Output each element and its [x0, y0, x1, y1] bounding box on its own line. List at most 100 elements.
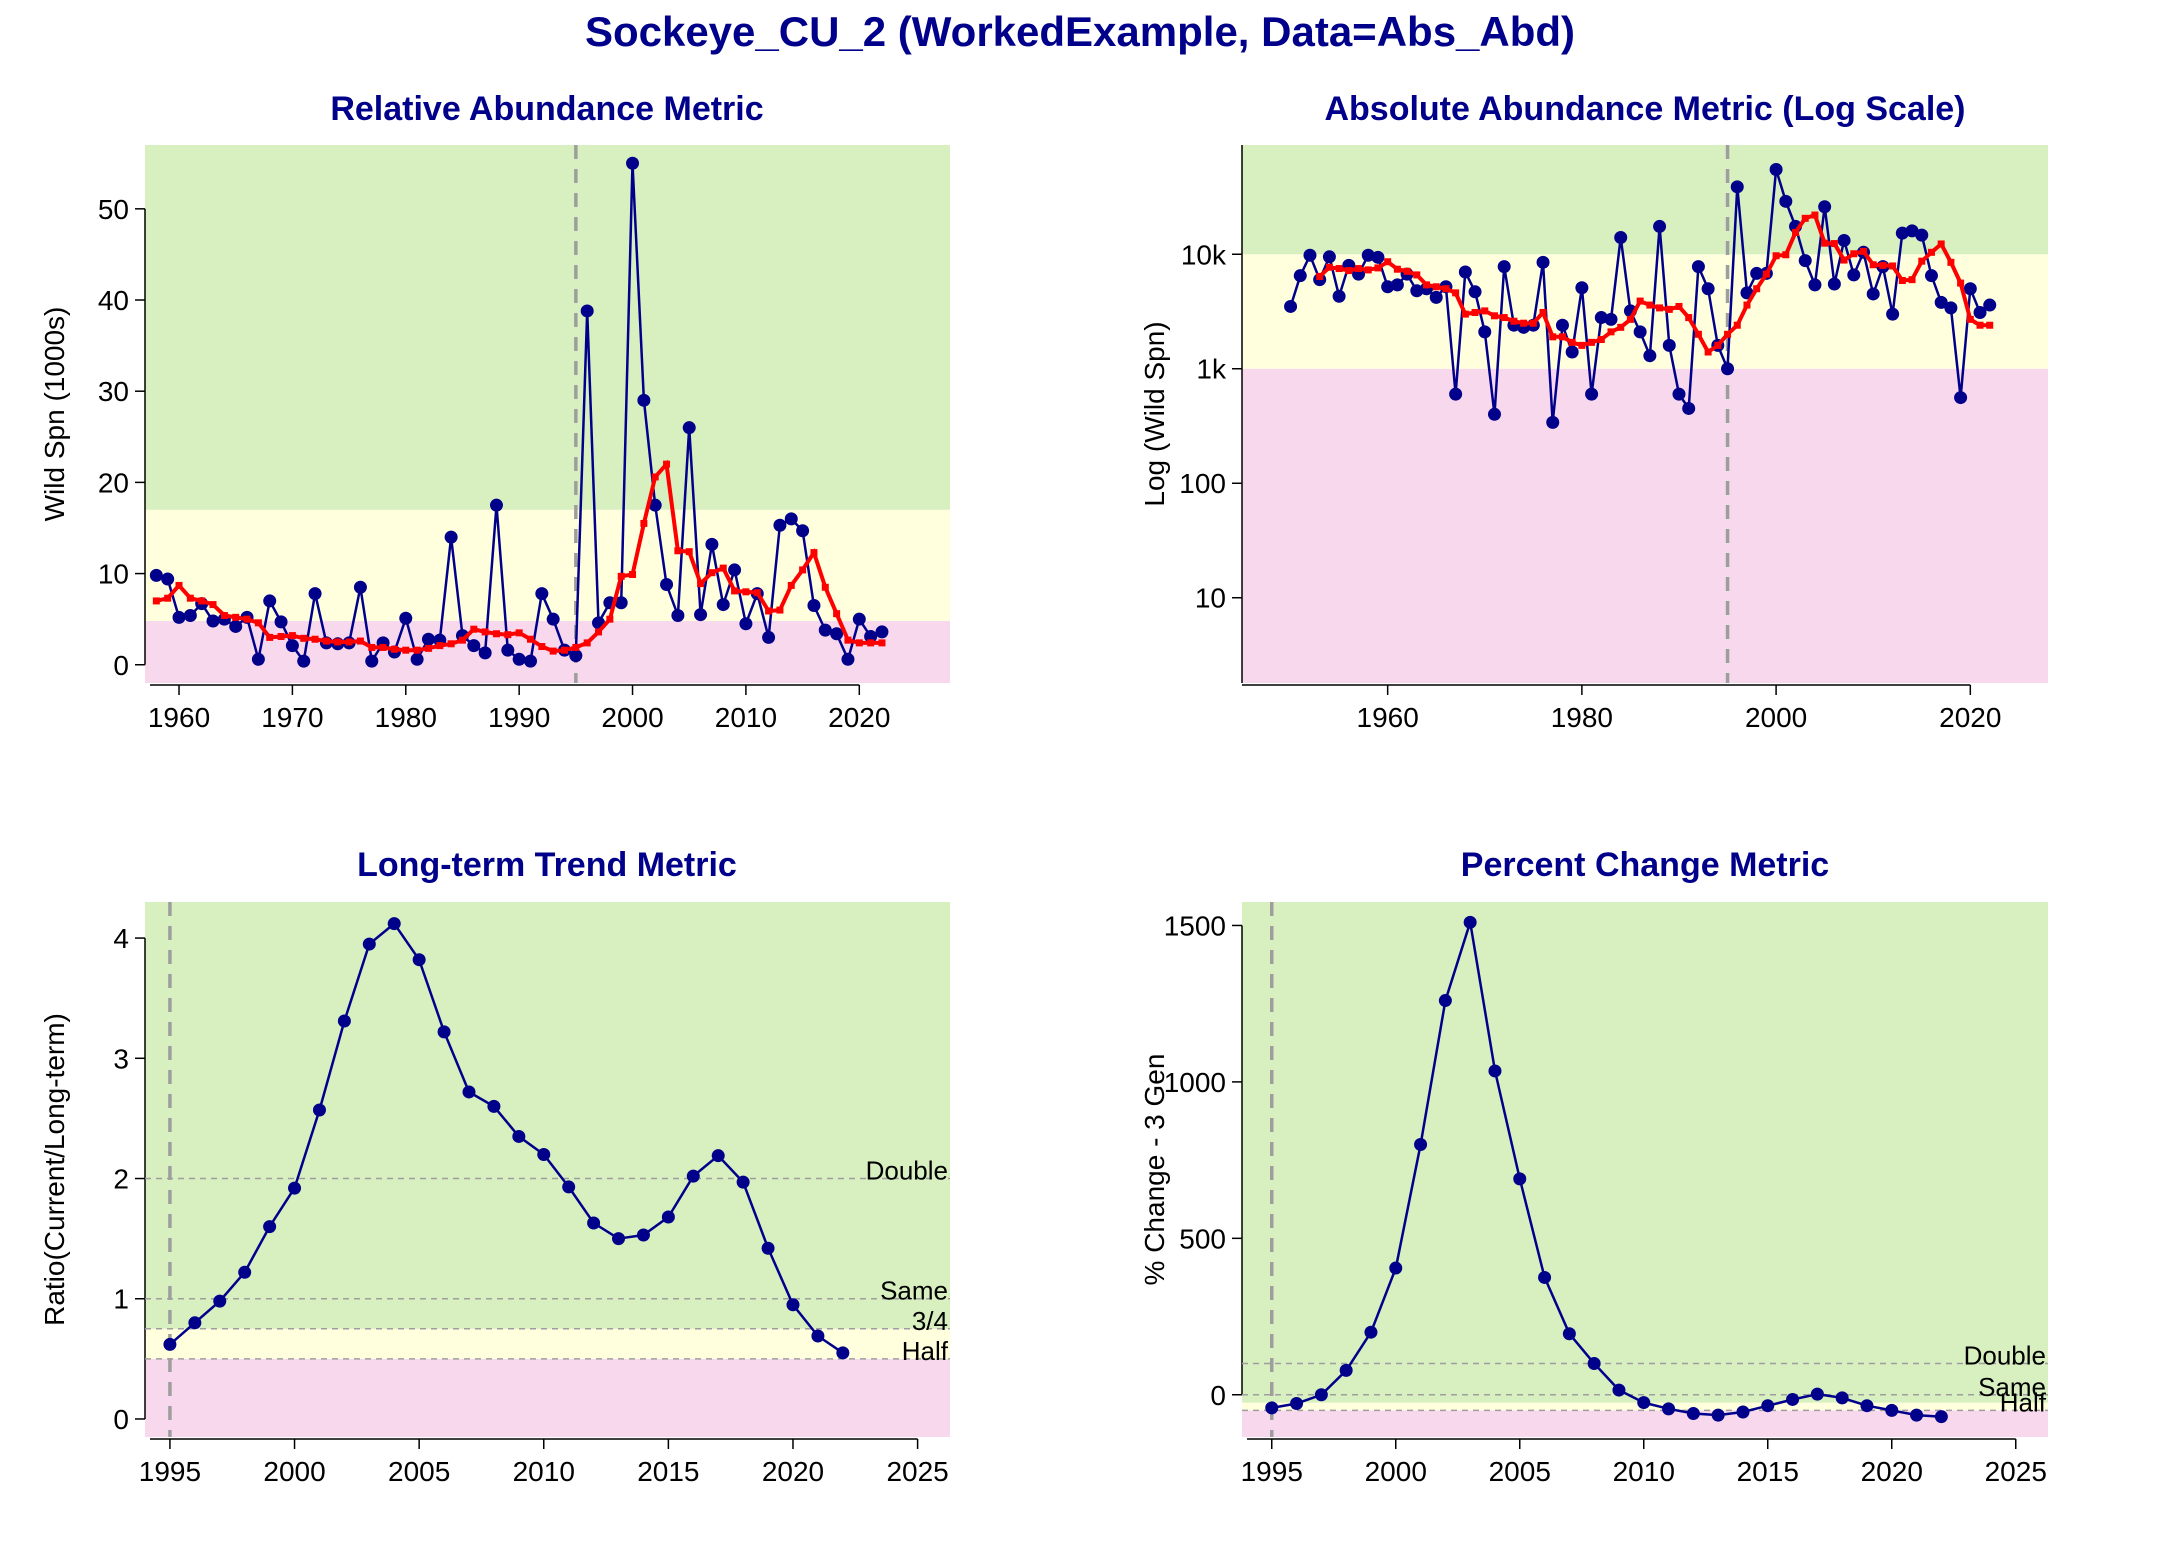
x-tick-label: 2020	[828, 702, 890, 733]
data-point	[1314, 1388, 1328, 1402]
data-point	[478, 646, 492, 660]
average-point	[1869, 261, 1877, 269]
data-point	[1284, 299, 1298, 313]
average-point	[1966, 315, 1974, 323]
average-point	[1801, 214, 1809, 222]
x-tick-label: 2000	[263, 1456, 325, 1487]
average-point	[1529, 319, 1537, 327]
average-point	[855, 639, 863, 647]
average-point	[708, 569, 716, 577]
average-point	[152, 597, 160, 605]
average-point	[1772, 252, 1780, 260]
average-point	[583, 639, 591, 647]
data-point	[1497, 260, 1511, 274]
average-point	[1918, 257, 1926, 265]
average-point	[1821, 239, 1829, 247]
average-point	[470, 625, 478, 633]
data-point	[512, 652, 526, 666]
data-point	[1730, 180, 1744, 194]
average-point	[674, 547, 682, 555]
data-point	[1265, 1401, 1279, 1415]
data-point	[263, 594, 277, 608]
data-point	[1562, 1327, 1576, 1341]
data-point	[841, 652, 855, 666]
data-point	[1458, 265, 1472, 279]
data-point	[711, 1149, 725, 1163]
y-axis-label: Wild Spn (1000s)	[39, 307, 70, 522]
panel-title: Long-term Trend Metric	[357, 846, 737, 884]
y-axis-label: Ratio(Current/Long-term)	[39, 1013, 70, 1326]
data-point	[1653, 219, 1667, 233]
data-point	[1633, 325, 1647, 339]
average-point	[1811, 211, 1819, 219]
average-point	[1704, 348, 1712, 356]
data-point	[1371, 250, 1385, 264]
x-tick-label: 1960	[148, 702, 210, 733]
average-point	[254, 619, 262, 627]
data-point	[1672, 387, 1686, 401]
average-point	[288, 632, 296, 640]
y-tick-label: 1000	[1164, 1067, 1226, 1098]
average-point	[753, 589, 761, 597]
data-point	[580, 304, 594, 318]
data-point	[569, 649, 583, 663]
average-point	[629, 570, 637, 578]
average-point	[1588, 338, 1596, 346]
data-point	[1364, 1325, 1378, 1339]
data-point	[1905, 224, 1919, 238]
data-point	[660, 578, 674, 592]
average-point	[1762, 270, 1770, 278]
average-point	[1558, 333, 1566, 341]
x-tick-label: 1980	[1551, 702, 1613, 733]
average-point	[1325, 263, 1333, 271]
average-point	[617, 572, 625, 580]
average-point	[606, 615, 614, 623]
average-point	[1452, 289, 1460, 297]
data-point	[786, 1298, 800, 1312]
x-tick-label: 2025	[1985, 1456, 2047, 1487]
average-point	[1743, 301, 1751, 309]
data-point	[365, 654, 379, 668]
reference-line-label: Same	[1978, 1372, 2046, 1402]
main-title: Sockeye_CU_2 (WorkedExample, Data=Abs_Ab…	[584, 8, 1576, 55]
y-tick-label: 10k	[1181, 239, 1227, 270]
data-point	[1604, 312, 1618, 326]
data-point	[1536, 255, 1550, 269]
data-point	[188, 1316, 202, 1330]
x-tick-label: 1995	[1241, 1456, 1303, 1487]
data-point	[1487, 407, 1501, 421]
data-point	[437, 1025, 451, 1039]
y-tick-label: 1500	[1164, 910, 1226, 941]
average-point	[1636, 297, 1644, 305]
data-point	[183, 609, 197, 623]
x-tick-label: 1980	[375, 702, 437, 733]
average-point	[1568, 338, 1576, 346]
data-point	[251, 652, 265, 666]
data-point	[1643, 349, 1657, 363]
data-point	[1934, 295, 1948, 309]
average-point	[413, 646, 421, 654]
data-point	[636, 1228, 650, 1242]
average-point	[1908, 276, 1916, 284]
average-point	[1607, 328, 1615, 336]
data-point	[1290, 1397, 1304, 1411]
average-point	[1423, 281, 1431, 289]
average-point	[844, 636, 852, 644]
reference-line-label: Half	[902, 1336, 949, 1366]
reference-line-label: 3/4	[912, 1306, 948, 1336]
average-point	[266, 633, 274, 641]
average-point	[1685, 314, 1693, 322]
data-point	[489, 498, 503, 512]
average-point	[1694, 330, 1702, 338]
x-tick-label: 2005	[1489, 1456, 1551, 1487]
zone-red	[145, 620, 950, 683]
average-point	[1617, 323, 1625, 331]
average-point	[1840, 256, 1848, 264]
data-point	[762, 630, 776, 644]
data-point	[1973, 305, 1987, 319]
data-point	[206, 614, 220, 628]
average-point	[1889, 262, 1897, 270]
panel-1: Relative Abundance Metric Wild Spn (1000s…	[39, 90, 950, 733]
average-point	[1413, 271, 1421, 279]
data-point	[1449, 387, 1463, 401]
